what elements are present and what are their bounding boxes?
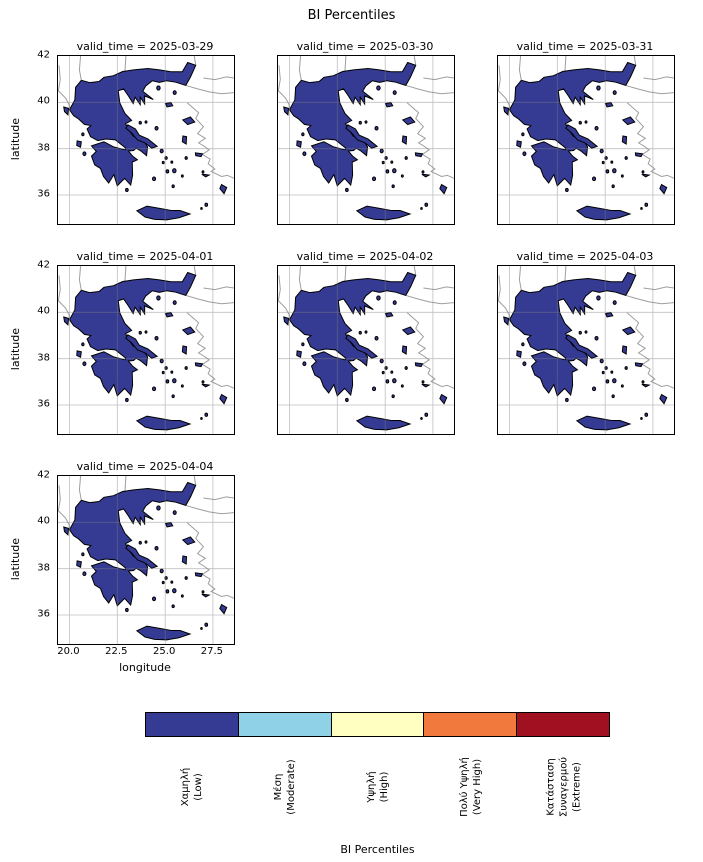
map-panel-6: valid_time = 2025-04-03 [497,250,675,435]
ytick-label: 40 [37,95,50,107]
xtick-label: 27.5 [200,646,224,657]
colorbar-label-moderate: Μέση (Moderate) [272,759,297,815]
y-axis-label: latitude [8,327,22,371]
colorbar: Χαμηλή (Low) Μέση (Moderate) Υψηλή (High… [145,712,610,856]
colorbar-segment-high [331,713,425,736]
map-plot [497,55,675,225]
colorbar-tick-labels: Χαμηλή (Low) Μέση (Moderate) Υψηλή (High… [145,737,610,839]
ytick-label: 36 [37,398,50,410]
map-panel-4: valid_time = 2025-04-01 latitude 42 40 3… [9,250,235,435]
panel-title: valid_time = 2025-04-01 [76,250,214,263]
y-axis-label: latitude [8,117,22,161]
map-plot [57,475,235,645]
map-panel-7: valid_time = 2025-04-04 latitude 42 40 3… [9,460,235,674]
map-panel-5: valid_time = 2025-04-02 [277,250,455,435]
map-plot [57,55,235,225]
ytick-label: 40 [37,305,50,317]
y-axis-ticks: 42 40 38 36 [25,260,53,433]
ytick-label: 42 [37,49,50,61]
panel-title: valid_time = 2025-04-04 [76,460,214,473]
map-plot [277,265,455,435]
panel-title: valid_time = 2025-04-03 [516,250,654,263]
ytick-label: 42 [37,259,50,271]
y-axis-ticks: 42 40 38 36 [25,470,53,643]
colorbar-segment-low [146,713,239,736]
map-plot [277,55,455,225]
ytick-label: 42 [37,469,50,481]
x-axis-ticks: 20.0 22.5 25.0 27.5 [57,646,233,659]
colorbar-label-low: Χαμηλή (Low) [179,767,204,807]
y-axis-label: latitude [8,537,22,581]
ytick-label: 38 [37,142,50,154]
colorbar-segment-very-high [424,713,518,736]
map-plot [497,265,675,435]
ytick-label: 38 [37,352,50,364]
ytick-label: 40 [37,515,50,527]
panel-title: valid_time = 2025-03-30 [296,40,434,53]
figure-title: BI Percentiles [307,8,396,23]
xtick-label: 20.0 [57,646,80,657]
xtick-label: 25.0 [153,646,176,657]
y-axis-ticks: 42 40 38 36 [25,50,53,223]
colorbar-segment-moderate [238,713,332,736]
map-panel-3: valid_time = 2025-03-31 [497,40,675,225]
xtick-label: 22.5 [105,646,128,657]
map-panel-1: valid_time = 2025-03-29 latitude 42 40 3… [9,40,235,225]
ytick-label: 36 [37,188,50,200]
panel-title: valid_time = 2025-03-29 [76,40,214,53]
panel-title: valid_time = 2025-04-02 [296,250,434,263]
colorbar-label-extreme: Κατάσταση Συναγερμού (Extreme) [545,756,582,818]
colorbar-strip [145,712,610,737]
map-panel-2: valid_time = 2025-03-30 [277,40,455,225]
colorbar-label-very-high: Πολύ Υψηλή (Very High) [458,757,483,817]
x-axis-label: longitude [119,661,171,674]
colorbar-label-high: Υψηλή (High) [365,771,390,803]
map-plot [57,265,235,435]
colorbar-segment-extreme [517,713,609,736]
ytick-label: 36 [37,608,50,620]
colorbar-title: BI Percentiles [340,843,415,856]
panel-title: valid_time = 2025-03-31 [516,40,654,53]
ytick-label: 38 [37,562,50,574]
